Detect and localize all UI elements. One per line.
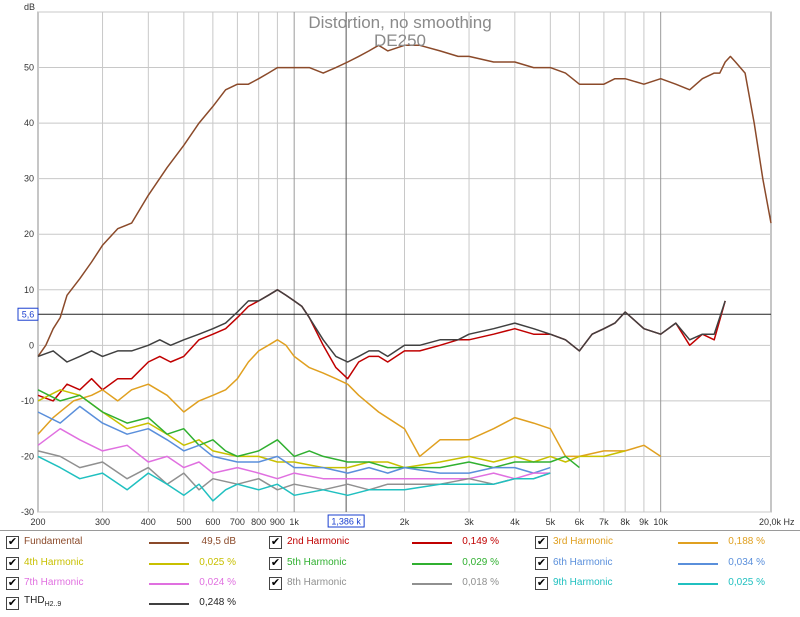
legend-value-9th-harmonic: 0,025 % bbox=[728, 577, 765, 588]
legend-label-7th-harmonic: 7th Harmonic bbox=[24, 577, 84, 588]
y-tick-label: 40 bbox=[24, 118, 34, 128]
cursor-x-readout: 1,386 k bbox=[331, 517, 361, 527]
legend-label-5th-harmonic: 5th Harmonic bbox=[287, 557, 347, 568]
series-8th-harmonic bbox=[37, 450, 551, 491]
cursor-x-readout-box bbox=[327, 514, 365, 528]
checkbox-4th-harmonic[interactable]: ✔ bbox=[6, 557, 19, 570]
checkbox-3rd-harmonic[interactable]: ✔ bbox=[535, 536, 548, 549]
chart-series bbox=[37, 44, 772, 502]
legend-value-thd: 0,248 % bbox=[199, 597, 236, 608]
legend-label-8th-harmonic: 8th Harmonic bbox=[287, 577, 347, 588]
x-tick-label: 1k bbox=[289, 517, 299, 527]
y-tick-label: 0 bbox=[29, 340, 34, 350]
y-tick-label: -20 bbox=[21, 451, 34, 461]
legend-swatch-7th-harmonic bbox=[149, 583, 189, 585]
x-tick-label: 200 bbox=[30, 517, 45, 527]
legend-value-8th-harmonic: 0,018 % bbox=[462, 577, 499, 588]
x-tick-label: 300 bbox=[95, 517, 110, 527]
thd-label-sub: H2..9 bbox=[44, 601, 62, 608]
legend-label-4th-harmonic: 4th Harmonic bbox=[24, 557, 84, 568]
x-tick-label: 700 bbox=[230, 517, 245, 527]
legend-value-fundamental: 49,5 dB bbox=[201, 536, 236, 547]
legend-swatch-thd bbox=[149, 603, 189, 605]
legend-swatch-2nd-harmonic bbox=[412, 542, 452, 544]
x-tick-label: 8k bbox=[620, 517, 630, 527]
legend-swatch-4th-harmonic bbox=[149, 563, 189, 565]
checkbox-5th-harmonic[interactable]: ✔ bbox=[269, 557, 282, 570]
y-axis-unit: dB bbox=[24, 2, 35, 12]
cursor-y-readout: 5,6 bbox=[22, 310, 35, 320]
legend-label-fundamental: Fundamental bbox=[24, 536, 83, 547]
legend-swatch-3rd-harmonic bbox=[678, 542, 718, 544]
checkbox-6th-harmonic[interactable]: ✔ bbox=[535, 557, 548, 570]
series-5th-harmonic bbox=[37, 389, 580, 469]
legend-value-4th-harmonic: 0,025 % bbox=[199, 557, 236, 568]
x-tick-label: 9k bbox=[639, 517, 649, 527]
series-3rd-harmonic bbox=[37, 339, 662, 458]
x-tick-label: 400 bbox=[141, 517, 156, 527]
x-tick-label: 20,0k Hz bbox=[759, 517, 795, 527]
x-tick-label: 4k bbox=[510, 517, 520, 527]
x-tick-label: 2k bbox=[400, 517, 410, 527]
x-tick-label: 3k bbox=[464, 517, 474, 527]
checkbox-2nd-harmonic[interactable]: ✔ bbox=[269, 536, 282, 549]
y-tick-label: 30 bbox=[24, 174, 34, 184]
legend-swatch-6th-harmonic bbox=[678, 563, 718, 565]
series-thd-h2-9 bbox=[37, 289, 726, 363]
x-tick-label: 800 bbox=[251, 517, 266, 527]
legend-value-6th-harmonic: 0,034 % bbox=[728, 557, 765, 568]
y-tick-label: 50 bbox=[24, 63, 34, 73]
chart-subtitle: DE250 bbox=[374, 31, 426, 50]
legend-swatch-5th-harmonic bbox=[412, 563, 452, 565]
legend-label-thd: THDH2..9 bbox=[24, 595, 61, 608]
legend-swatch-fundamental bbox=[149, 542, 189, 544]
checkbox-thd[interactable]: ✔ bbox=[6, 597, 19, 610]
x-tick-label: 5k bbox=[546, 517, 556, 527]
cursor-y-readout-box bbox=[17, 307, 39, 321]
legend-label-3rd-harmonic: 3rd Harmonic bbox=[553, 536, 614, 547]
checkbox-7th-harmonic[interactable]: ✔ bbox=[6, 577, 19, 590]
x-tick-label: 7k bbox=[599, 517, 609, 527]
legend-swatch-8th-harmonic bbox=[412, 583, 452, 585]
x-tick-label: 600 bbox=[205, 517, 220, 527]
legend-panel: ✔ Fundamental 49,5 dB ✔ 2nd Harmonic 0,149 % ✔… bbox=[0, 530, 800, 617]
checkbox-8th-harmonic[interactable]: ✔ bbox=[269, 577, 282, 590]
y-tick-label: -10 bbox=[21, 396, 34, 406]
series-fundamental bbox=[37, 44, 772, 357]
y-tick-label: 10 bbox=[24, 285, 34, 295]
y-tick-label: -30 bbox=[21, 507, 34, 517]
checkbox-9th-harmonic[interactable]: ✔ bbox=[535, 577, 548, 590]
series-6th-harmonic bbox=[37, 405, 551, 474]
chart-title: Distortion, no smoothing bbox=[308, 13, 491, 32]
legend-label-6th-harmonic: 6th Harmonic bbox=[553, 557, 613, 568]
legend-value-5th-harmonic: 0,029 % bbox=[462, 557, 499, 568]
legend-value-3rd-harmonic: 0,188 % bbox=[728, 536, 765, 547]
legend-swatch-9th-harmonic bbox=[678, 583, 718, 585]
x-tick-label: 900 bbox=[270, 517, 285, 527]
chart-grid bbox=[37, 11, 772, 513]
x-tick-label: 6k bbox=[575, 517, 585, 527]
series-9th-harmonic bbox=[37, 455, 551, 502]
y-tick-label: 20 bbox=[24, 229, 34, 239]
x-tick-label: 10k bbox=[653, 517, 668, 527]
checkbox-fundamental[interactable]: ✔ bbox=[6, 536, 19, 549]
thd-label-main: THD bbox=[24, 595, 45, 606]
x-tick-label: 500 bbox=[176, 517, 191, 527]
legend-label-9th-harmonic: 9th Harmonic bbox=[553, 577, 613, 588]
legend-value-7th-harmonic: 0,024 % bbox=[199, 577, 236, 588]
legend-value-2nd-harmonic: 0,149 % bbox=[462, 536, 499, 547]
legend-label-2nd-harmonic: 2nd Harmonic bbox=[287, 536, 350, 547]
